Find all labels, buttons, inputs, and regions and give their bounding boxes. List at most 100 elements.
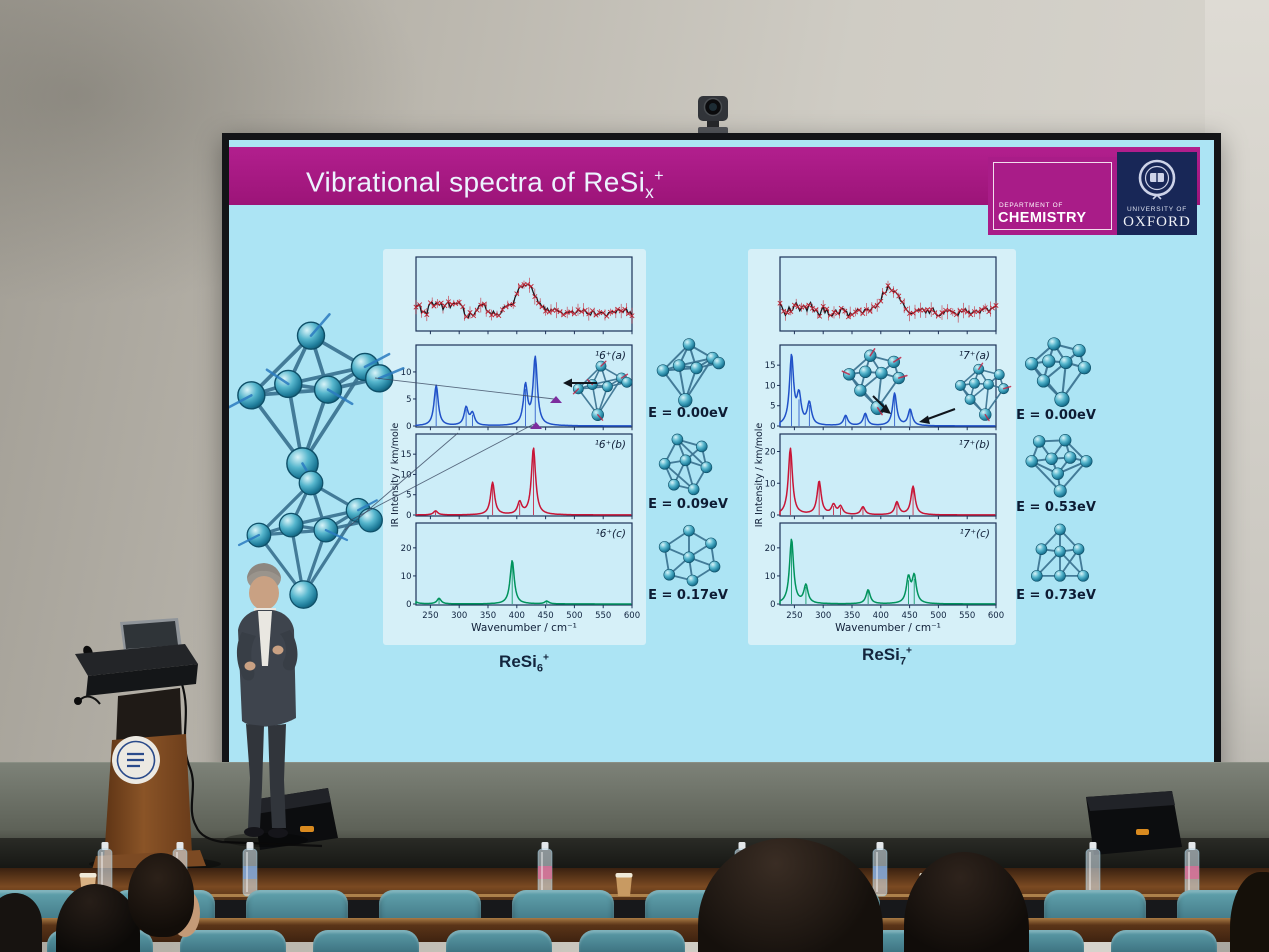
- cable: [180, 683, 323, 848]
- inset-cluster-resi6a: [572, 360, 633, 421]
- spectra-chart-resi7: 0 5 10 15 ¹7⁺(a) 0 10 20 ¹7⁺(b) 250 300 350 400 450 50…: [754, 256, 1004, 634]
- svg-text:¹6⁺(a): ¹6⁺(a): [595, 350, 626, 362]
- svg-text:10: 10: [765, 479, 776, 489]
- oxford-university-logo: UNIVERSITY OF OXFORD: [1117, 152, 1197, 235]
- svg-text:15: 15: [401, 450, 412, 460]
- logo-border: [993, 162, 1112, 230]
- svg-text:450: 450: [901, 611, 917, 621]
- caption-resi7: ReSi7+: [862, 645, 912, 668]
- energy-label-6a: E = 0.00eV: [648, 406, 728, 421]
- isomer-structure-6b: [658, 433, 713, 496]
- water-bottle: [242, 842, 258, 897]
- inset-cluster-resi7a-right: [955, 362, 1012, 422]
- slide-title: Vibrational spectra of ReSix+: [306, 166, 664, 202]
- svg-text:0: 0: [406, 600, 411, 610]
- svg-text:¹7⁺(a): ¹7⁺(a): [959, 350, 990, 362]
- svg-text:0: 0: [770, 600, 775, 610]
- svg-text:IR Intensity / km/mole: IR Intensity / km/mole: [390, 423, 401, 528]
- chemistry-department-logo: DEPARTMENT OF CHEMISTRY: [988, 157, 1117, 235]
- chemistry-logo-dept-line: DEPARTMENT OF: [999, 202, 1063, 209]
- chair-back: [1111, 930, 1217, 952]
- audience-head: [128, 853, 208, 952]
- energy-label-7c: E = 0.73eV: [1016, 588, 1096, 603]
- coffee-cup: [615, 873, 633, 896]
- oxford-logo-univ-line: UNIVERSITY OF: [1126, 206, 1188, 213]
- projection-screen: Vibrational spectra of ReSix+ DEPARTMENT…: [222, 133, 1221, 777]
- presenter-shoe: [244, 827, 264, 837]
- presenter-hand-left: [244, 661, 256, 671]
- svg-text:10: 10: [765, 572, 776, 582]
- water-bottle: [872, 842, 888, 897]
- svg-text:250: 250: [422, 611, 438, 621]
- svg-text:0: 0: [770, 422, 775, 432]
- water-bottle: [1085, 842, 1101, 897]
- svg-text:15: 15: [765, 361, 776, 371]
- svg-text:0: 0: [406, 511, 411, 521]
- svg-text:300: 300: [815, 611, 831, 621]
- molecular-cluster-large-top: [229, 313, 405, 489]
- chair-back: [579, 930, 685, 952]
- svg-text:300: 300: [451, 611, 467, 621]
- svg-text:500: 500: [930, 611, 946, 621]
- podium-top: [75, 644, 198, 676]
- svg-text:400: 400: [873, 611, 889, 621]
- svg-text:¹6⁺(b): ¹6⁺(b): [595, 439, 626, 451]
- presenter-face: [249, 576, 279, 610]
- isomer-structure-7b: [1025, 434, 1093, 498]
- presenter: [224, 563, 308, 847]
- slide: Vibrational spectra of ReSix+ DEPARTMENT…: [229, 140, 1200, 756]
- svg-text:¹7⁺(c): ¹7⁺(c): [960, 528, 990, 540]
- svg-text:10: 10: [401, 470, 412, 480]
- presenter-trousers: [246, 724, 264, 828]
- svg-text:550: 550: [595, 611, 611, 621]
- svg-text:500: 500: [566, 611, 582, 621]
- stage-monitor-speaker-right: [1086, 791, 1182, 855]
- stage-carpet: [0, 762, 1269, 841]
- svg-text:10: 10: [401, 368, 412, 378]
- energy-label-6b: E = 0.09eV: [648, 497, 728, 512]
- caption-resi6: ReSi6+: [499, 652, 549, 675]
- presenter-hand-right: [272, 645, 284, 655]
- svg-text:20: 20: [765, 448, 776, 458]
- svg-text:¹7⁺(b): ¹7⁺(b): [959, 439, 990, 451]
- svg-text:Wavenumber / cm⁻¹: Wavenumber / cm⁻¹: [835, 622, 941, 634]
- spectra-chart-resi6: 0 5 10 ¹6⁺(a) 0 5 10 15 ¹6⁺(b) 250 300 350 400 450 500…: [390, 256, 640, 634]
- energy-label-7a: E = 0.00eV: [1016, 408, 1096, 423]
- isomer-structure-6a: [656, 338, 725, 408]
- svg-text:10: 10: [401, 572, 412, 582]
- svg-text:10: 10: [765, 381, 776, 391]
- energy-label-7b: E = 0.53eV: [1016, 500, 1096, 515]
- svg-text:Wavenumber / cm⁻¹: Wavenumber / cm⁻¹: [471, 622, 577, 634]
- chair-back: [180, 930, 286, 952]
- audience-head: [0, 893, 42, 952]
- svg-text:0: 0: [770, 511, 775, 521]
- desk-edge-highlight: [0, 894, 1269, 897]
- inset-cluster-resi7a-left: [841, 348, 908, 416]
- svg-text:20: 20: [401, 544, 412, 554]
- svg-text:5: 5: [770, 402, 775, 412]
- chemistry-logo-name: CHEMISTRY: [998, 210, 1087, 226]
- oxford-logo-name: OXFORD: [1123, 214, 1191, 230]
- svg-text:400: 400: [509, 611, 525, 621]
- isomer-structure-7a: [1025, 337, 1091, 407]
- svg-text:450: 450: [537, 611, 553, 621]
- chair-back: [446, 930, 552, 952]
- svg-text:600: 600: [988, 611, 1004, 621]
- svg-text:5: 5: [406, 491, 411, 501]
- svg-text:600: 600: [624, 611, 640, 621]
- svg-text:5: 5: [406, 395, 411, 405]
- water-bottle: [537, 842, 553, 897]
- oxford-crest-icon: [1138, 159, 1176, 200]
- isomer-structure-6c: [658, 524, 721, 587]
- svg-text:250: 250: [786, 611, 802, 621]
- svg-text:IR Intensity / km/mole: IR Intensity / km/mole: [754, 423, 765, 528]
- chair-back: [313, 930, 419, 952]
- energy-label-6c: E = 0.17eV: [648, 588, 728, 603]
- isomer-structure-7c: [1031, 523, 1089, 582]
- svg-text:350: 350: [480, 611, 496, 621]
- svg-text:¹6⁺(c): ¹6⁺(c): [596, 528, 626, 540]
- svg-text:0: 0: [406, 422, 411, 432]
- svg-text:350: 350: [844, 611, 860, 621]
- water-bottle: [1184, 842, 1200, 897]
